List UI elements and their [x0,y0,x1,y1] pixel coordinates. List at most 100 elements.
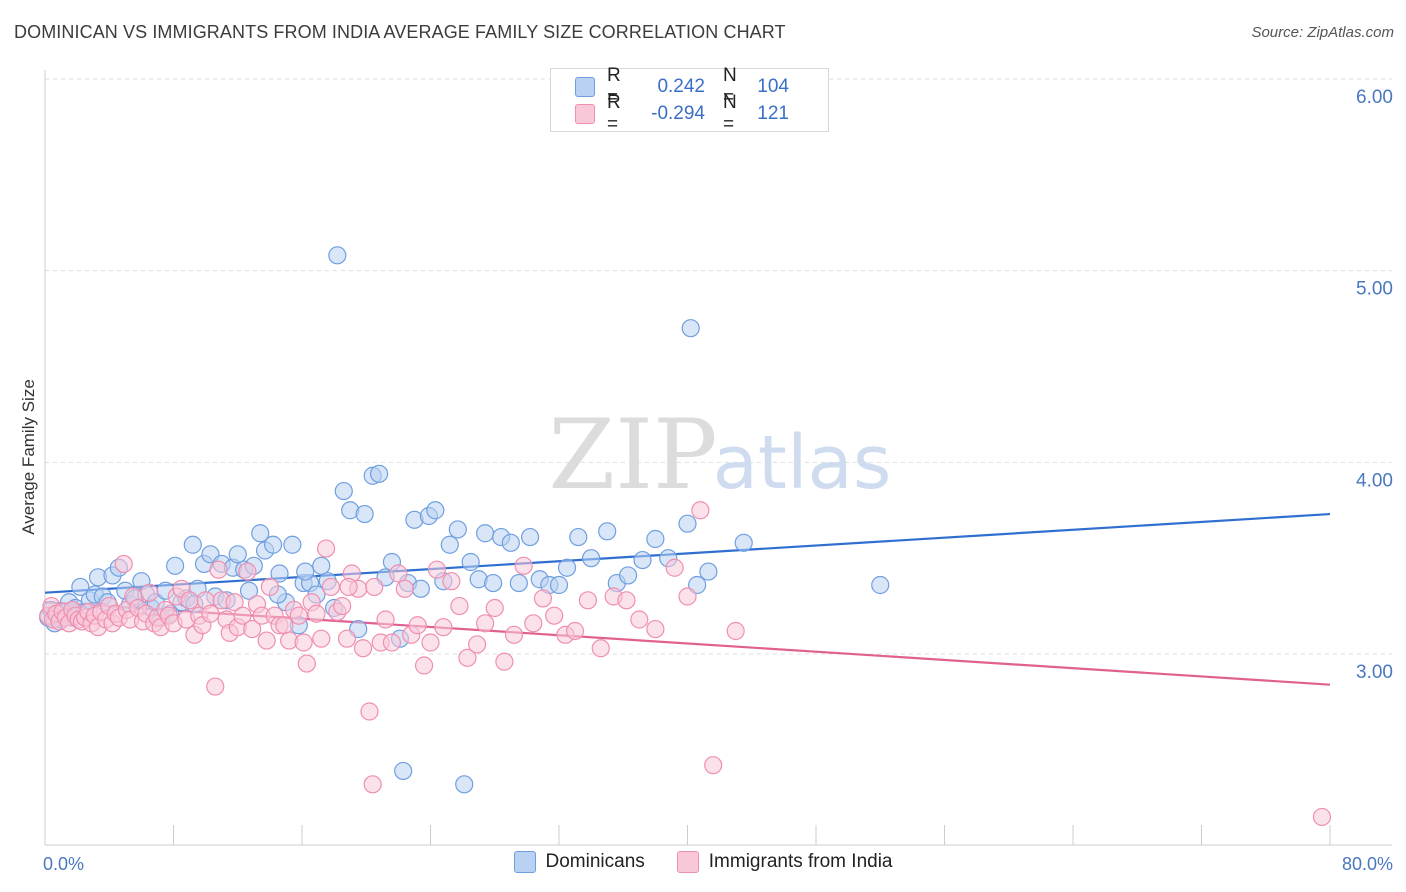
series-swatch-pink [676,851,699,873]
india-point [376,610,395,629]
india-point [289,606,308,625]
india-point [233,606,252,625]
india-point [427,560,447,579]
dominican-point [520,527,540,547]
dominican-point [618,566,638,585]
india-point [485,598,504,618]
india-point [201,604,220,623]
india-point [114,554,133,574]
india-point [524,614,543,633]
dominican-point [678,514,697,533]
india-point [414,656,434,675]
dominican-point [394,761,413,781]
series-legend-label: Immigrants from India [708,851,893,872]
series-legend-india: Immigrants from India [676,851,893,873]
dominican-point [461,552,480,572]
india-point [678,587,697,606]
india-point [363,775,382,794]
india-point [180,591,199,610]
india-point [504,625,524,644]
x-tick-label: 0.0% [43,854,84,874]
dominican-point [699,562,718,581]
watermark: ZIP atlas [548,399,891,511]
dominican-point [509,573,528,593]
legend-r-label: R = [607,92,621,135]
india-point [565,621,585,641]
series-swatch-blue [513,851,536,873]
dominican-point [569,527,588,547]
india-point [476,614,495,633]
india-point [726,621,745,641]
legend-r-value: 0.242 [657,76,705,97]
y-tick-label: 4.00 [1356,470,1393,491]
india-point [294,633,313,652]
dominican-point [734,533,753,552]
india-point [467,635,487,654]
watermark-atlas: atlas [713,420,892,506]
legend-swatch-pink [575,104,595,124]
dominican-point [501,533,520,552]
dominican-point [296,562,315,581]
legend-row-india: R = -0.294 N = 121 [575,92,789,135]
dominican-point [355,504,374,524]
dominican-point [370,464,389,483]
india-point [630,610,649,629]
india-point [260,577,279,597]
india-point [225,593,244,612]
dominican-point [71,577,90,597]
x-tick-label: 80.0% [1342,854,1393,874]
india-point [365,577,384,597]
dominican-point [239,581,259,600]
india-point [316,539,336,558]
legend-row-dominicans: R = 0.242 N = 104 [575,65,789,108]
india-point [408,616,427,635]
india-point [442,572,461,591]
india-point [591,639,610,658]
india-point [691,501,710,520]
dominican-point [426,501,445,520]
dominican-point [448,520,467,539]
india-point [495,652,514,671]
dominican-point [582,549,601,568]
y-axis-label: Average Family Size [19,379,38,535]
dominican-point [557,558,577,577]
india-point [617,591,636,610]
india-point [209,560,228,579]
source-label: Source: ZipAtlas.com [1251,24,1394,41]
india-point [514,556,533,575]
india-point [243,619,262,639]
india-point [360,702,379,721]
grid-lines [45,78,1392,655]
dominican-point [251,524,270,543]
dominican-point [411,579,430,598]
chart-title: DOMINICAN VS IMMIGRANTS FROM INDIA AVERA… [14,22,786,42]
dominican-point [598,522,617,541]
india-point [307,604,326,623]
dominican-point [476,524,495,543]
india-point [321,577,341,597]
india-point [140,583,159,602]
series-legend: Dominicans Immigrants from India [0,851,1406,873]
series-legend-label: Dominicans [545,851,645,872]
india-point [337,629,357,648]
legend-swatch-blue [575,77,595,97]
india-point [275,616,294,635]
dominican-point [484,573,503,593]
dominican-point [166,556,185,575]
india-point [545,606,564,625]
india-point [339,577,358,597]
india-point [238,562,257,581]
dominican-point [283,535,302,554]
india-point [665,558,684,577]
dominican-point [871,575,890,595]
dominican-point [334,481,353,501]
india-point [389,564,408,583]
y-tick-label: 6.00 [1356,87,1393,108]
legend-r-value: -0.294 [651,103,705,124]
dominican-point [270,564,289,583]
india-point [450,596,469,616]
dominican-point [312,556,331,575]
legend-n-value: 121 [757,103,789,124]
dominican-trend-line [44,512,1331,594]
